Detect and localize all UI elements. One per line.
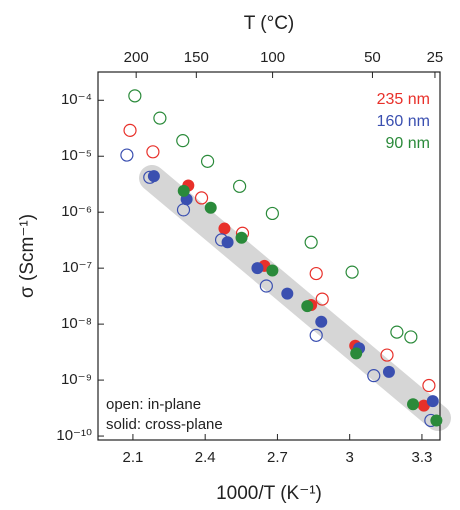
y-tick-label: 10⁻⁶ <box>61 203 92 220</box>
annotation: open: in-plane <box>106 396 201 413</box>
solid-marker <box>426 395 439 408</box>
x-tick-label: 2.4 <box>195 449 216 466</box>
y-tick-label: 10⁻⁴ <box>61 91 92 108</box>
solid-marker <box>251 262 264 275</box>
open-marker <box>380 348 394 362</box>
y-tick-label: 10⁻⁸ <box>61 315 92 332</box>
open-marker <box>345 265 359 279</box>
top-tick-label: 200 <box>124 49 149 66</box>
open-marker <box>390 325 404 339</box>
open-marker <box>304 235 318 249</box>
y-tick-label: 10⁻¹⁰ <box>56 427 92 444</box>
solid-marker <box>382 365 395 378</box>
trend-band <box>139 165 451 431</box>
x-tick-label: 3.3 <box>412 449 433 466</box>
solid-marker <box>417 399 430 412</box>
solid-marker <box>301 300 314 313</box>
open-marker <box>309 266 323 281</box>
annotation: solid: cross-plane <box>106 416 223 433</box>
legend-label: 160 nm <box>377 113 430 130</box>
plot-frame <box>97 71 441 441</box>
x-tick-label: 3 <box>346 449 354 466</box>
open-marker <box>404 330 418 344</box>
solid-marker <box>221 236 234 249</box>
y-tick-label: 10⁻⁹ <box>61 371 92 388</box>
open-marker <box>200 154 215 168</box>
x-tick-label: 2.7 <box>267 449 288 466</box>
legend-label: 235 nm <box>377 91 430 108</box>
solid-marker <box>235 231 248 244</box>
open-marker <box>265 206 279 221</box>
solid-marker <box>350 347 363 360</box>
open-marker <box>315 292 329 306</box>
open-marker <box>153 111 167 125</box>
top-tick-label: 150 <box>184 49 209 66</box>
open-marker <box>309 328 323 342</box>
open-marker <box>259 279 273 293</box>
top-tick-label: 100 <box>260 49 285 66</box>
y-tick-label: 10⁻⁵ <box>61 147 92 164</box>
top-tick-label: 50 <box>364 49 381 66</box>
legend-label: 90 nm <box>386 135 430 152</box>
solid-marker <box>177 184 190 197</box>
solid-marker <box>430 414 443 427</box>
solid-marker <box>147 170 160 183</box>
open-marker <box>422 378 436 393</box>
open-marker <box>146 145 160 159</box>
x-axis-title: 1000/T (K⁻¹) <box>216 483 322 504</box>
open-marker <box>367 369 381 383</box>
solid-marker <box>218 222 231 235</box>
open-marker <box>176 134 190 148</box>
solid-marker <box>315 315 328 328</box>
top-axis-title: T (°C) <box>244 13 295 34</box>
open-marker <box>120 148 134 162</box>
open-marker <box>128 89 142 103</box>
top-tick-label: 25 <box>427 49 444 66</box>
y-tick-label: 10⁻⁷ <box>62 259 92 276</box>
solid-marker <box>407 398 420 411</box>
open-marker <box>194 191 209 205</box>
x-tick-label: 2.1 <box>122 449 143 466</box>
solid-marker <box>266 264 279 277</box>
solid-marker <box>204 201 217 214</box>
open-marker <box>123 123 137 137</box>
solid-marker <box>281 287 294 300</box>
y-axis-title: σ (Scm⁻¹) <box>17 214 38 298</box>
open-marker <box>233 179 247 193</box>
